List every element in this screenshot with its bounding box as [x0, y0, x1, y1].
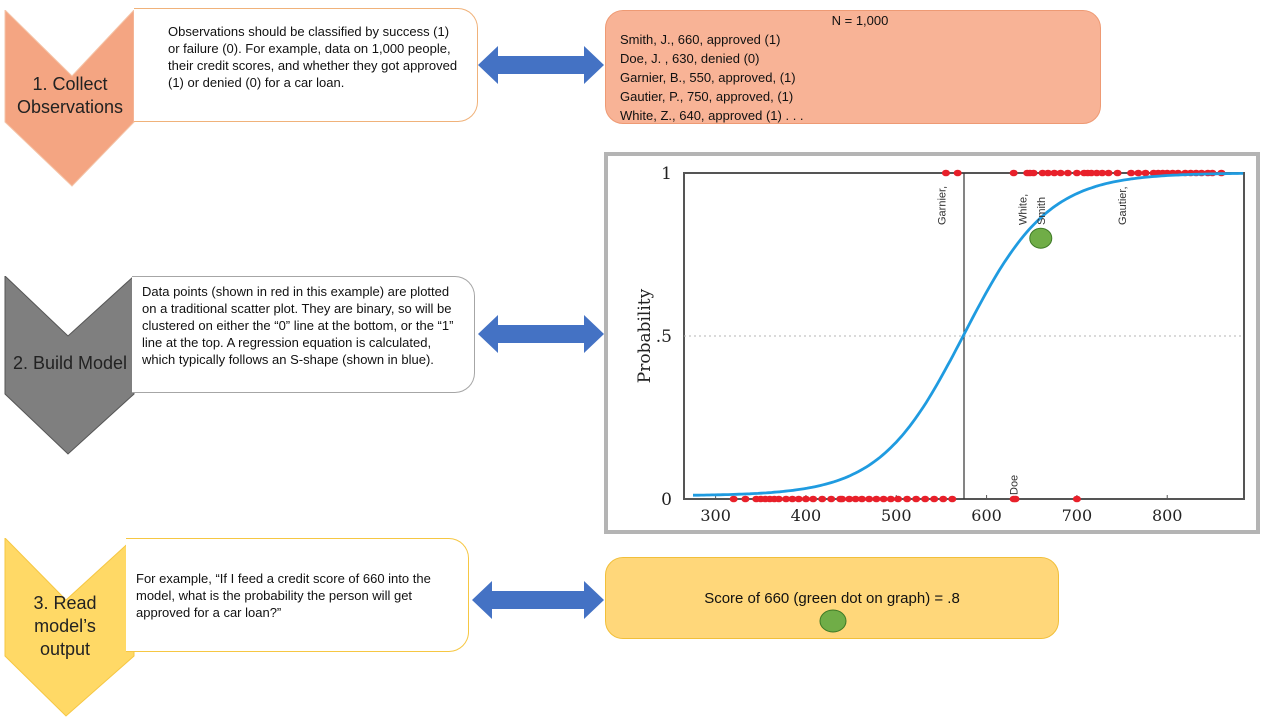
step-1-description: Observations should be classified by suc… — [134, 8, 478, 122]
data-point-y1 — [1141, 169, 1150, 177]
step-2-description: Data points (shown in red in this exampl… — [132, 276, 475, 393]
data-point-y0 — [827, 495, 836, 503]
data-point-y0 — [939, 495, 948, 503]
x-tick-label: 600 — [971, 506, 1002, 525]
y-tick-label: 0 — [661, 490, 672, 510]
observation-row: Garnier, B., 550, approved, (1) — [620, 70, 796, 85]
data-point-y0 — [794, 495, 803, 503]
data-point-y0 — [912, 495, 921, 503]
data-point-y0 — [894, 495, 903, 503]
step-2-double-arrow — [478, 315, 604, 353]
data-point-y1 — [1134, 169, 1143, 177]
logistic-curve-series — [693, 172, 1244, 497]
data-point-y0 — [845, 495, 854, 503]
data-point-y0 — [818, 495, 827, 503]
data-point-y1 — [1072, 169, 1081, 177]
data-point-y0 — [903, 495, 912, 503]
point-name-label: Gautier, — [1117, 186, 1129, 225]
x-tick-label: 700 — [1062, 506, 1093, 525]
data-point-y1 — [1050, 169, 1059, 177]
data-point-y1 — [1104, 169, 1113, 177]
data-point-y0 — [879, 495, 888, 503]
data-point-y0 — [930, 495, 939, 503]
x-tick-label: 400 — [791, 506, 822, 525]
logistic-regression-chart: 300 400 500 600 700 800 0 .5 1 Probability Garnier… — [635, 164, 1245, 525]
data-point-y0 — [788, 495, 797, 503]
x-tick-label: 800 — [1152, 506, 1183, 525]
observation-row: Doe, J. , 630, denied (0) — [620, 51, 760, 66]
x-tick-label: 500 — [881, 506, 912, 525]
observations-box: N = 1,000 Smith, J., 660, approved (1) D… — [605, 10, 1101, 124]
data-point-y1 — [1113, 169, 1122, 177]
y-tick-label: .5 — [656, 327, 672, 347]
step-2-label: 2. Build Model — [12, 353, 128, 373]
observation-row: Smith, J., 660, approved (1) — [620, 32, 781, 47]
x-tick-label: 300 — [700, 506, 731, 525]
step-3-description: For example, “If I feed a credit score o… — [126, 538, 469, 652]
observation-row: White, Z., 640, approved (1) . . . — [620, 108, 804, 123]
point-name-label: Doe — [1009, 475, 1021, 495]
data-point-y1 — [1063, 169, 1072, 177]
data-point-y0 — [886, 495, 895, 503]
data-point-y0 — [1011, 495, 1020, 503]
point-name-label: Smith — [1036, 197, 1048, 225]
data-point-y0 — [872, 495, 881, 503]
data-point-y1 — [1127, 169, 1136, 177]
step-1-double-arrow — [478, 46, 604, 84]
step-3-chevron — [4, 538, 135, 717]
data-point-y0 — [865, 495, 874, 503]
step-1-chevron — [4, 10, 135, 187]
result-green-dot — [819, 609, 847, 633]
data-point-y0 — [1072, 495, 1081, 503]
result-box: Score of 660 (green dot on graph) = .8 — [605, 557, 1059, 639]
plot-frame: 300 400 500 600 700 800 0 .5 1 Probability Garnier… — [604, 152, 1260, 534]
step-1-label: 1. Collect Observations — [16, 74, 124, 117]
data-point-y0 — [801, 495, 810, 503]
highlight-green-dot — [1029, 227, 1053, 249]
data-point-y1 — [953, 169, 962, 177]
observations-header: N = 1,000 — [831, 13, 889, 28]
result-text: Score of 660 (green dot on graph) = .8 — [704, 590, 960, 607]
y-axis-label: Probability — [635, 288, 655, 383]
data-point-y1 — [941, 169, 950, 177]
data-point-y0 — [921, 495, 930, 503]
data-point-y0 — [774, 495, 783, 503]
observation-row: Gautier, P., 750, approved, (1) — [620, 89, 794, 104]
data-point-y0 — [729, 495, 738, 503]
data-point-y0 — [809, 495, 818, 503]
data-point-y0 — [948, 495, 957, 503]
data-point-y0 — [782, 495, 791, 503]
data-point-y0 — [857, 495, 866, 503]
step-3-double-arrow — [472, 581, 604, 619]
data-point-y0 — [741, 495, 750, 503]
data-point-y1 — [1009, 169, 1018, 177]
step-2-chevron — [4, 276, 135, 455]
y-tick-label: 1 — [661, 164, 672, 184]
data-point-y0 — [851, 495, 860, 503]
data-point-y1 — [1098, 169, 1107, 177]
point-name-label: White, — [1018, 194, 1030, 225]
data-point-y1 — [1044, 169, 1052, 177]
step-3-label: 3. Read model’s output — [33, 593, 97, 659]
data-point-y1 — [1056, 169, 1065, 177]
data-point-y0 — [838, 495, 847, 503]
data-point-y1 — [1029, 169, 1038, 177]
point-name-label: Garnier, — [936, 186, 948, 225]
